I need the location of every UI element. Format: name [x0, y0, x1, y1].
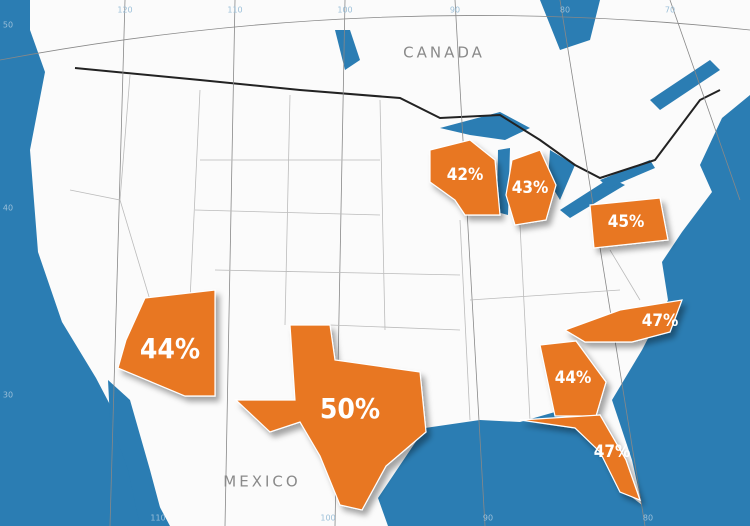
grid-label: 80	[560, 6, 570, 15]
grid-label: 40	[3, 204, 13, 213]
state	[429, 139, 501, 216]
grid-label: 30	[3, 391, 13, 400]
grid-label: 50	[3, 21, 13, 30]
grid-label: 70	[665, 6, 675, 15]
grid-label: 110	[150, 514, 165, 523]
grid-labels: 120 110 100 90 80 70 50 40 30 110 100 90 80	[3, 6, 675, 523]
grid-label: 120	[117, 6, 132, 15]
country-label: CANADA	[403, 44, 485, 62]
baja-water	[108, 380, 165, 526]
grid-label: 80	[643, 514, 653, 523]
state	[117, 289, 216, 397]
grid-label: 110	[227, 6, 242, 15]
grid-label: 90	[450, 6, 460, 15]
state	[539, 340, 607, 417]
state-value: 44%	[555, 368, 592, 388]
state	[519, 414, 642, 502]
state-value: 50%	[320, 392, 380, 425]
state-value: 42%	[447, 165, 484, 185]
country-label: MEXICO	[223, 473, 300, 491]
state-value: 43%	[512, 178, 549, 198]
grid-label: 100	[320, 514, 335, 523]
grid-label: 100	[337, 6, 352, 15]
state-value: 44%	[140, 332, 200, 365]
border	[74, 67, 721, 180]
state-value: 47%	[642, 311, 679, 331]
state	[234, 324, 427, 511]
highlighted-states	[117, 139, 683, 511]
state	[563, 299, 683, 343]
state	[505, 149, 557, 226]
grid-label: 90	[483, 514, 493, 523]
state-value: 47%	[594, 442, 631, 462]
state-value: 45%	[608, 212, 645, 232]
state	[589, 197, 669, 249]
state-lines	[69, 74, 641, 421]
